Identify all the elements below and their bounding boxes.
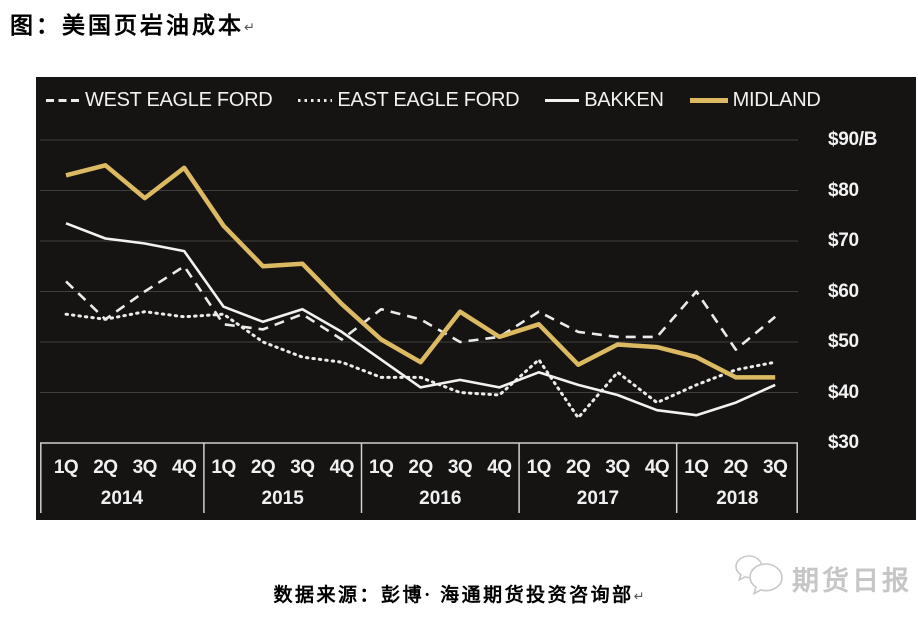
watermark-label: 期货日报 bbox=[792, 566, 912, 596]
x-tick-label: 2Q bbox=[408, 457, 432, 478]
series-line-west-eagle-ford bbox=[65, 265, 777, 351]
series-line-east-eagle-ford bbox=[64, 310, 777, 420]
year-label: 2018 bbox=[716, 488, 758, 509]
x-tick-label: 1Q bbox=[684, 457, 708, 478]
legend-item-east-eagle-ford: EAST EAGLE FORD bbox=[298, 88, 520, 112]
legend-label: EAST EAGLE FORD bbox=[337, 88, 520, 111]
page-title-text: 图：美国页岩油成本 bbox=[10, 13, 244, 38]
page-title: 图：美国页岩油成本↵ bbox=[10, 6, 255, 40]
paragraph-mark: ↵ bbox=[633, 588, 645, 604]
y-tick-label: $90/B bbox=[828, 129, 878, 150]
x-tick-label: 3Q bbox=[763, 457, 787, 478]
legend-label: MIDLAND bbox=[732, 88, 821, 111]
x-tick-label: 2Q bbox=[566, 457, 590, 478]
legend-swatch-dotted bbox=[298, 98, 333, 102]
x-tick-label: 2Q bbox=[93, 457, 117, 478]
year-label: 2016 bbox=[419, 488, 461, 509]
legend-label: WEST EAGLE FORD bbox=[85, 88, 273, 111]
y-tick-label: $60 bbox=[828, 280, 859, 302]
y-tick-label: $50 bbox=[828, 331, 859, 352]
x-tick-label: 1Q bbox=[211, 457, 235, 478]
legend-swatch-solid-thick bbox=[689, 97, 728, 103]
x-tick-label: 3Q bbox=[605, 457, 629, 478]
watermark: 期货日报 bbox=[732, 550, 912, 607]
legend-swatch-dashed bbox=[46, 98, 80, 102]
x-tick-label: 2Q bbox=[251, 457, 275, 478]
chat-bubbles-icon bbox=[732, 550, 788, 607]
legend-item-west-eagle-ford: WEST EAGLE FORD bbox=[46, 88, 273, 112]
legend-item-bakken: BAKKEN bbox=[545, 88, 664, 112]
y-tick-label: $30 bbox=[828, 432, 859, 453]
x-tick-label: 3Q bbox=[448, 457, 472, 478]
y-tick-label: $40 bbox=[828, 381, 859, 403]
source-text: 数据来源：彭博· 海通期货投资咨询部 bbox=[273, 585, 634, 606]
plot-area: 1Q 2Q 3Q 4Q 2014 1Q 2Q 3Q 4Q 2015 1Q 2Q 3Q 4Q 2016 1Q 2Q… bbox=[40, 139, 798, 513]
x-tick-label: 1Q bbox=[369, 457, 393, 478]
source-line: 数据来源：彭博· 海通期货投资咨询部↵ bbox=[0, 580, 918, 607]
y-tick-label: $70 bbox=[828, 230, 859, 251]
legend-label: BAKKEN bbox=[584, 88, 664, 111]
series-line-midland bbox=[65, 163, 776, 380]
year-label: 2014 bbox=[101, 488, 144, 509]
chart-panel: WEST EAGLE FORD EAST EAGLE FORD BAKKEN MIDL… bbox=[36, 77, 916, 520]
x-tick-label: 2Q bbox=[724, 457, 748, 478]
paragraph-mark: ↵ bbox=[244, 19, 255, 35]
chart-legend: WEST EAGLE FORD EAST EAGLE FORD BAKKEN MIDL… bbox=[46, 87, 821, 113]
year-label: 2015 bbox=[262, 488, 305, 509]
legend-item-midland: MIDLAND bbox=[689, 88, 821, 112]
x-tick-label: 4Q bbox=[330, 457, 354, 478]
x-tick-label: 4Q bbox=[172, 457, 196, 478]
year-label: 2017 bbox=[577, 488, 619, 509]
legend-swatch-solid bbox=[545, 98, 580, 102]
x-tick-label: 1Q bbox=[54, 457, 78, 478]
x-tick-label: 4Q bbox=[645, 457, 669, 478]
x-tick-label: 3Q bbox=[133, 457, 157, 478]
series-line-bakken bbox=[65, 222, 776, 417]
y-tick-label: $80 bbox=[828, 179, 859, 201]
x-tick-label: 1Q bbox=[527, 457, 551, 478]
x-tick-label: 3Q bbox=[290, 457, 314, 478]
x-tick-label: 4Q bbox=[487, 457, 511, 478]
